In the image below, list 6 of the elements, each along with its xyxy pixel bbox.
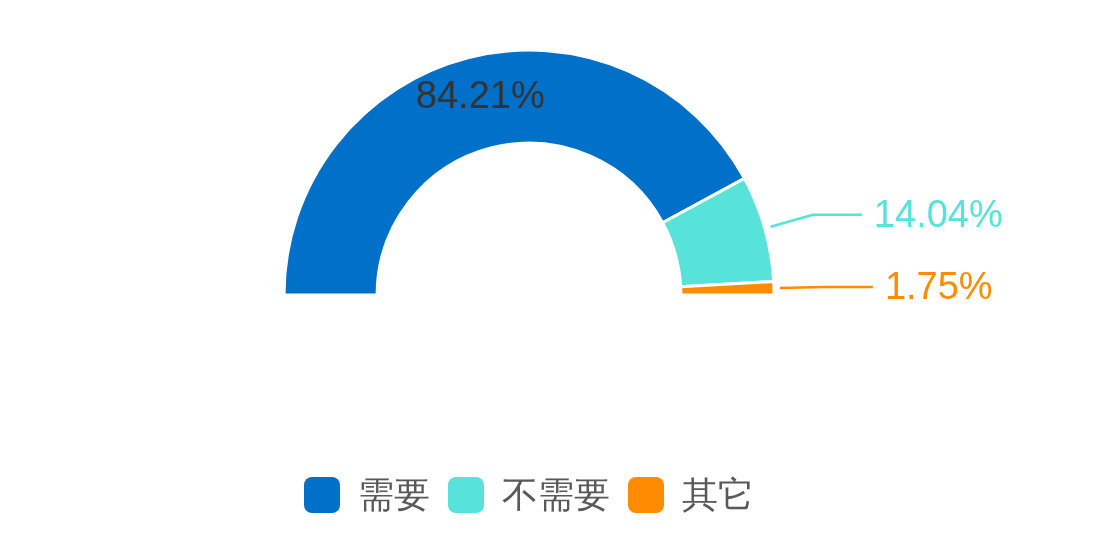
data-label: 14.04% bbox=[873, 193, 1003, 236]
data-label: 1.75% bbox=[884, 265, 993, 308]
legend-label: 需要 bbox=[358, 474, 430, 515]
legend-label: 其它 bbox=[682, 474, 754, 515]
data-label: 84.21% bbox=[415, 74, 545, 117]
legend-label: 不需要 bbox=[502, 474, 610, 515]
